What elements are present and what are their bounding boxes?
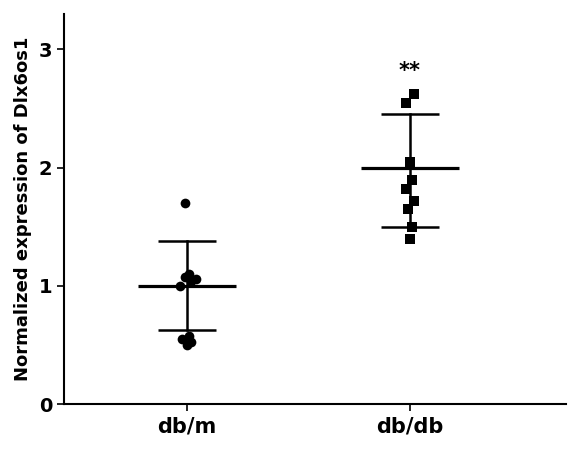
Y-axis label: Normalized expression of Dlx6os1: Normalized expression of Dlx6os1: [14, 37, 32, 381]
Text: **: **: [399, 61, 421, 81]
